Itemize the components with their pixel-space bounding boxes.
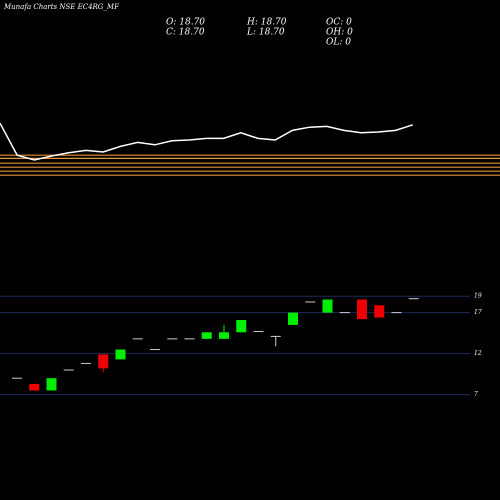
y-tick-label: 19 xyxy=(474,293,482,300)
candle-body xyxy=(288,312,298,325)
candle-body xyxy=(184,338,195,340)
line-series xyxy=(0,122,414,161)
ohlc-label: OC: 0 xyxy=(326,18,352,28)
candle-body xyxy=(253,330,264,332)
candle-body xyxy=(236,320,247,333)
ohlc-label: C: 18.70 xyxy=(166,28,205,38)
ohlc-label: L: 18.70 xyxy=(246,28,285,38)
candle-body xyxy=(357,299,367,320)
candle-body xyxy=(12,377,22,379)
candle-body xyxy=(322,299,333,313)
candle-body xyxy=(63,369,74,371)
candle-body xyxy=(132,338,143,340)
source-title: Munafa Charts NSE EC4RG_MF xyxy=(3,3,120,11)
candle-body xyxy=(305,301,316,303)
ohlc-label: OH: 0 xyxy=(326,28,353,38)
candle-body xyxy=(408,298,419,300)
candle-body xyxy=(374,305,385,318)
y-tick-label: 7 xyxy=(474,391,478,398)
candle-body xyxy=(150,349,160,351)
y-tick-label: 12 xyxy=(474,350,482,357)
candle-body xyxy=(219,332,229,339)
candle-body xyxy=(167,338,178,340)
candle-body xyxy=(270,335,281,337)
candle-body xyxy=(29,383,40,391)
ohlc-label: OL: 0 xyxy=(326,38,351,48)
candle-body xyxy=(46,378,57,391)
candle-body xyxy=(115,349,126,360)
ohlc-label: H: 18.70 xyxy=(246,18,287,28)
ohlc-label: O: 18.70 xyxy=(166,18,205,28)
candle-body xyxy=(98,354,109,369)
candle-body xyxy=(201,332,212,339)
candle-body xyxy=(81,362,91,364)
y-tick-label: 17 xyxy=(474,309,482,316)
candle-body xyxy=(339,312,350,314)
candle-body xyxy=(391,312,402,314)
